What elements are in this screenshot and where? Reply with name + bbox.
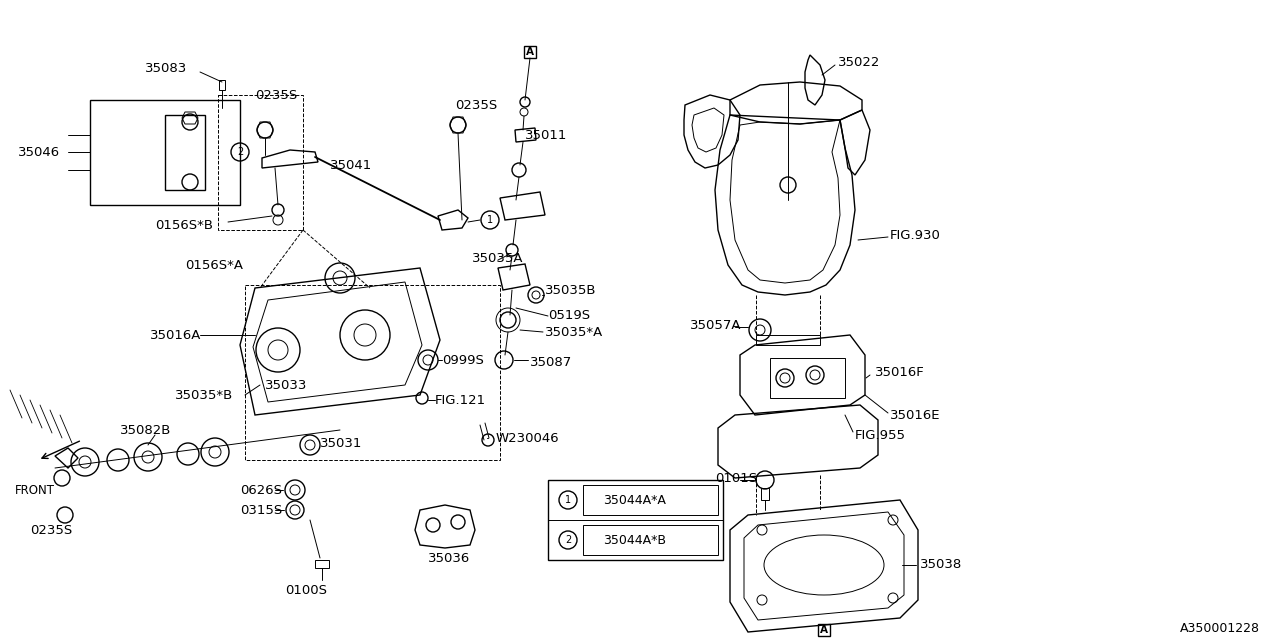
Text: 35033: 35033 — [265, 378, 307, 392]
Bar — [315, 560, 329, 568]
Text: 0235S: 0235S — [29, 524, 72, 536]
Text: 35035B: 35035B — [545, 284, 596, 296]
Text: A: A — [526, 47, 534, 57]
Text: 35041: 35041 — [330, 159, 372, 172]
Text: 35083: 35083 — [145, 61, 187, 74]
Text: FRONT: FRONT — [15, 483, 55, 497]
Text: 0315S: 0315S — [241, 504, 283, 516]
Text: 35087: 35087 — [530, 355, 572, 369]
Text: 0156S*B: 0156S*B — [155, 218, 212, 232]
Bar — [219, 80, 225, 90]
Bar — [524, 46, 536, 58]
Text: FIG.121: FIG.121 — [435, 394, 486, 406]
Bar — [818, 624, 829, 636]
Text: 35035*B: 35035*B — [175, 388, 233, 401]
Text: 35031: 35031 — [320, 436, 362, 449]
Text: 35044A*A: 35044A*A — [603, 493, 666, 506]
Bar — [762, 488, 769, 500]
Text: 1: 1 — [564, 495, 571, 505]
Bar — [165, 115, 205, 190]
Text: 35022: 35022 — [838, 56, 881, 68]
Text: 0101S: 0101S — [716, 472, 758, 484]
Text: A: A — [820, 625, 828, 635]
Text: FIG.955: FIG.955 — [855, 429, 906, 442]
Text: 35016A: 35016A — [150, 328, 201, 342]
Text: 35082B: 35082B — [120, 424, 172, 436]
Text: 35057A: 35057A — [690, 319, 741, 332]
Bar — [771, 358, 845, 398]
Text: 35044A*B: 35044A*B — [603, 534, 666, 547]
Bar — [582, 525, 718, 555]
Text: 2: 2 — [564, 535, 571, 545]
Text: W230046: W230046 — [497, 431, 559, 445]
Text: 0999S: 0999S — [442, 353, 484, 367]
Text: 0100S: 0100S — [285, 584, 326, 596]
Text: 35036: 35036 — [428, 552, 470, 564]
Text: FIG.930: FIG.930 — [890, 228, 941, 241]
Text: 0626S: 0626S — [241, 483, 282, 497]
Bar — [90, 100, 241, 205]
Text: 35016F: 35016F — [876, 365, 924, 378]
Text: 35035A: 35035A — [472, 252, 524, 264]
Bar — [548, 480, 723, 560]
Text: A350001228: A350001228 — [1180, 621, 1260, 634]
Text: 0156S*A: 0156S*A — [186, 259, 243, 271]
Text: 1: 1 — [486, 215, 493, 225]
Text: 35038: 35038 — [920, 559, 963, 572]
Text: 0519S: 0519S — [548, 308, 590, 321]
Text: 35011: 35011 — [525, 129, 567, 141]
Text: 35035*A: 35035*A — [545, 326, 603, 339]
Text: 0235S: 0235S — [454, 99, 497, 111]
Bar — [244, 285, 500, 460]
Text: 0235S: 0235S — [255, 88, 297, 102]
Bar — [582, 485, 718, 515]
Bar — [218, 95, 303, 230]
Text: 35046: 35046 — [18, 145, 60, 159]
Text: 2: 2 — [237, 147, 243, 157]
Text: 35016E: 35016E — [890, 408, 941, 422]
